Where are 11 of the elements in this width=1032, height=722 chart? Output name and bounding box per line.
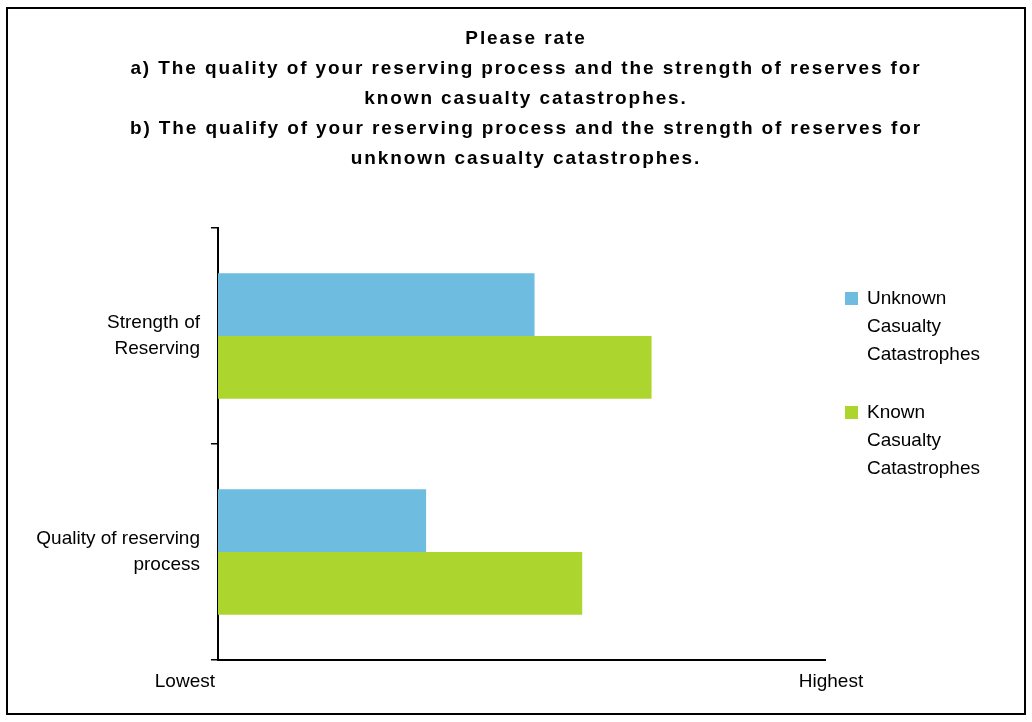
y-tick-label: Strength of Reserving bbox=[107, 311, 201, 359]
y-tick-label: Quality of reserving process bbox=[36, 527, 200, 575]
bar bbox=[218, 336, 652, 399]
bar bbox=[218, 489, 427, 552]
legend-label: Unknown Casualty Catastrophes bbox=[867, 286, 981, 366]
bar bbox=[218, 552, 583, 615]
bar bbox=[218, 273, 535, 336]
legend-label: Known Casualty Catastrophes bbox=[867, 400, 981, 480]
text: Lowest bbox=[154, 670, 216, 692]
text: Highest bbox=[798, 670, 864, 692]
chart-title: Please rate a) The quality of your reserving process and the strength of reserves for known casualty catastrophes. b) The qualify of your reserving process and the strength of reserves for unknown casualty catastrophes. bbox=[128, 26, 924, 170]
